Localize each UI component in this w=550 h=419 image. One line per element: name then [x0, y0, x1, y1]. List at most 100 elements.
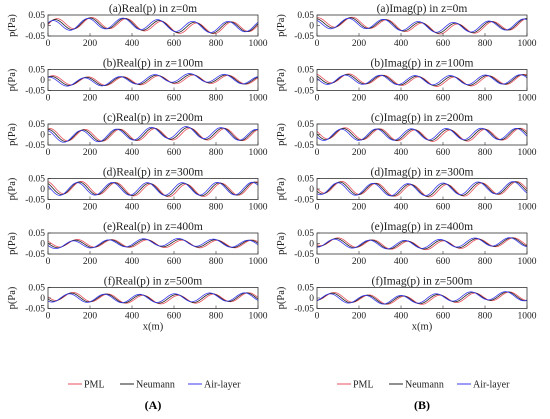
y-tick-label: 0.05: [297, 120, 314, 130]
plot-frame: [47, 287, 259, 309]
y-tick-label: 0: [40, 131, 45, 141]
y-tick-label: 0: [309, 22, 314, 32]
x-tick-label: 1000: [249, 203, 268, 213]
panel-label: (B): [414, 398, 430, 412]
x-tick-label: 800: [478, 39, 493, 49]
x-tick-label: 1000: [518, 94, 537, 104]
y-tick-label: -0.05: [294, 196, 314, 206]
y-tick-label: 0.05: [28, 284, 45, 294]
x-tick-label: 200: [83, 203, 98, 213]
x-tick-label: 600: [436, 148, 451, 158]
series-line-neumann: [316, 127, 528, 142]
x-tick-label: 400: [394, 94, 409, 104]
x-tick-label: 400: [125, 39, 140, 49]
x-tick-label: 600: [167, 148, 182, 158]
subplot-title: (c)Imag(p) in z=200m: [371, 112, 473, 124]
x-tick-label: 1000: [249, 39, 268, 49]
x-tick-label: 800: [209, 148, 224, 158]
x-tick-label: 1000: [249, 148, 268, 158]
y-tick-label: -0.05: [25, 32, 45, 42]
x-tick-label: 200: [83, 148, 98, 158]
series-line-air-layer: [47, 17, 259, 33]
y-tick-label: -0.05: [294, 32, 314, 42]
series-line-neumann: [316, 74, 528, 87]
series-line-neumann: [316, 181, 528, 197]
y-tick-label: 0.05: [297, 229, 314, 239]
x-tick-label: 400: [125, 94, 140, 104]
x-axis-label: x(m): [412, 322, 433, 333]
y-tick-label: -0.05: [25, 250, 45, 260]
subplot-title: (e)Imag(p) in z=400m: [371, 221, 473, 233]
y-tick-label: 0: [40, 294, 45, 304]
series-line-air-layer: [47, 73, 259, 87]
x-tick-label: 800: [478, 148, 493, 158]
x-tick-label: 800: [209, 94, 224, 104]
subplot-title: (a)Real(p) in z=0m: [109, 3, 197, 15]
x-tick-label: 800: [478, 257, 493, 267]
series-line-air-layer: [316, 291, 528, 305]
subplot-title: (b)Imag(p) in z=100m: [371, 58, 474, 70]
series-line-pml: [47, 292, 259, 305]
subplot-title: (c)Real(p) in z=200m: [103, 112, 203, 124]
x-tick-label: 200: [352, 203, 367, 213]
x-tick-label: 600: [167, 312, 182, 322]
y-tick-label: 0: [309, 131, 314, 141]
y-tick-label: 0: [309, 294, 314, 304]
x-tick-label: 0: [46, 39, 51, 49]
x-tick-label: 0: [315, 94, 320, 104]
y-axis-label: p(Pa): [7, 68, 18, 91]
y-axis-label: p(Pa): [276, 68, 287, 91]
plot-frame: [47, 232, 259, 255]
series-line-pml: [47, 239, 259, 249]
x-tick-label: 0: [46, 94, 51, 104]
series-line-pml: [47, 74, 259, 86]
x-tick-label: 800: [209, 257, 224, 267]
subplot-title: (a)Imag(p) in z=0m: [377, 3, 468, 15]
x-tick-label: 800: [478, 203, 493, 213]
x-tick-label: 200: [352, 148, 367, 158]
panel-label: (A): [145, 398, 162, 412]
x-tick-label: 0: [315, 39, 320, 49]
x-tick-label: 400: [125, 148, 140, 158]
x-tick-label: 400: [125, 203, 140, 213]
y-tick-label: -0.05: [294, 87, 314, 97]
x-tick-label: 400: [125, 312, 140, 322]
series-line-pml: [316, 181, 528, 198]
x-tick-label: 600: [436, 257, 451, 267]
legend-label: Air-layer: [204, 380, 241, 391]
y-tick-label: 0: [40, 76, 45, 86]
x-tick-label: 800: [209, 312, 224, 322]
x-tick-label: 0: [315, 148, 320, 158]
y-tick-label: 0: [40, 240, 45, 250]
x-tick-label: 800: [478, 94, 493, 104]
x-tick-label: 200: [352, 257, 367, 267]
x-tick-label: 600: [436, 312, 451, 322]
legend-label: Air-layer: [473, 380, 510, 391]
x-tick-label: 400: [394, 203, 409, 213]
x-tick-label: 400: [394, 257, 409, 267]
x-tick-label: 600: [167, 257, 182, 267]
legend-label: PML: [84, 380, 105, 391]
y-axis-label: p(Pa): [7, 286, 18, 309]
y-tick-label: 0.05: [28, 120, 45, 130]
x-tick-label: 200: [83, 257, 98, 267]
y-axis-label: p(Pa): [7, 14, 18, 37]
y-tick-label: -0.05: [294, 305, 314, 315]
x-tick-label: 200: [83, 39, 98, 49]
series-line-air-layer: [47, 238, 259, 249]
x-tick-label: 800: [209, 203, 224, 213]
x-tick-label: 600: [167, 203, 182, 213]
legend-label: Neumann: [405, 380, 444, 391]
y-axis-label: p(Pa): [7, 232, 18, 255]
series-line-neumann: [47, 181, 259, 197]
x-tick-label: 0: [46, 312, 51, 322]
series-line-neumann: [47, 73, 259, 86]
x-tick-label: 1000: [249, 94, 268, 104]
y-axis-label: p(Pa): [276, 123, 287, 146]
x-tick-label: 400: [394, 148, 409, 158]
series-line-air-layer: [47, 292, 259, 304]
x-tick-label: 200: [352, 312, 367, 322]
y-tick-label: 0.05: [297, 11, 314, 21]
subplot-title: (f)Imag(p) in z=500m: [371, 276, 472, 288]
series-line-neumann: [47, 126, 259, 142]
